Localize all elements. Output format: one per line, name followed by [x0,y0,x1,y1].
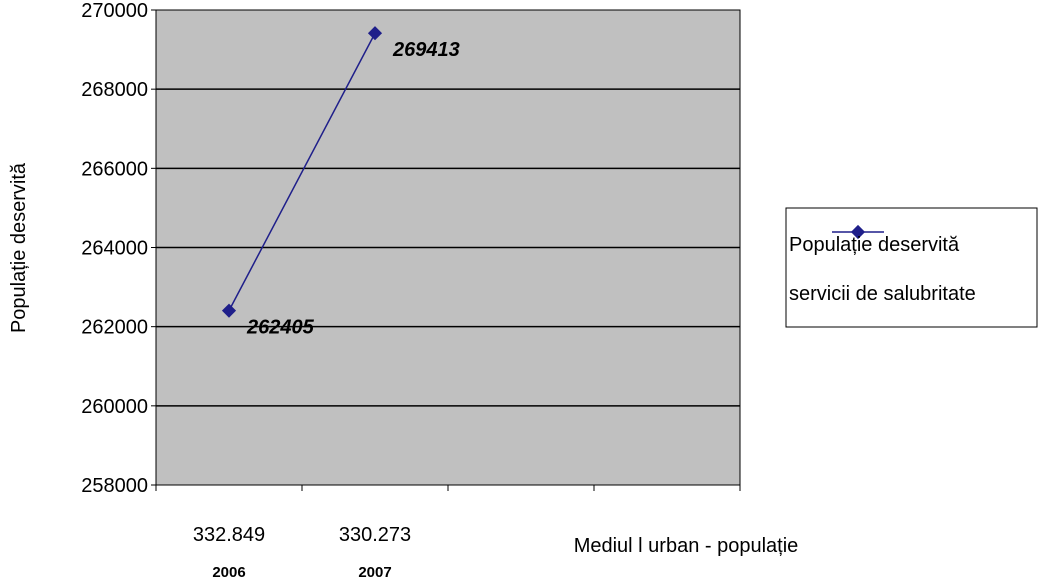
data-label: 269413 [392,39,460,61]
data-label: 262405 [246,317,315,339]
y-axis: 258000 260000 262000 264000 266000 268000 2700… [81,0,156,497]
legend-series-label-line1: Populație deservită [789,234,960,256]
y-tick-label: 258000 [81,475,148,497]
y-tick-label: 270000 [81,0,148,22]
y-tick-label: 260000 [81,396,148,418]
y-tick-label: 268000 [81,79,148,101]
x-axis-title: Mediul l urban - populație [574,535,799,557]
y-axis-title: Populație deservită [8,162,30,333]
legend-box [786,208,1037,327]
legend-series-label-line2: servicii de salubritate [789,283,976,305]
x-category-label: 332.849 [193,524,265,546]
y-tick-label: 264000 [81,238,148,260]
legend: Populație deservită servicii de salubrit… [786,208,1037,327]
x-year-label: 2006 [212,564,245,581]
x-category-label: 330.273 [339,524,411,546]
x-axis: 332.849 330.273 2006 2007 [156,485,740,581]
x-year-label: 2007 [358,564,391,581]
y-tick-label: 262000 [81,317,148,339]
y-tick-label: 266000 [81,158,148,180]
